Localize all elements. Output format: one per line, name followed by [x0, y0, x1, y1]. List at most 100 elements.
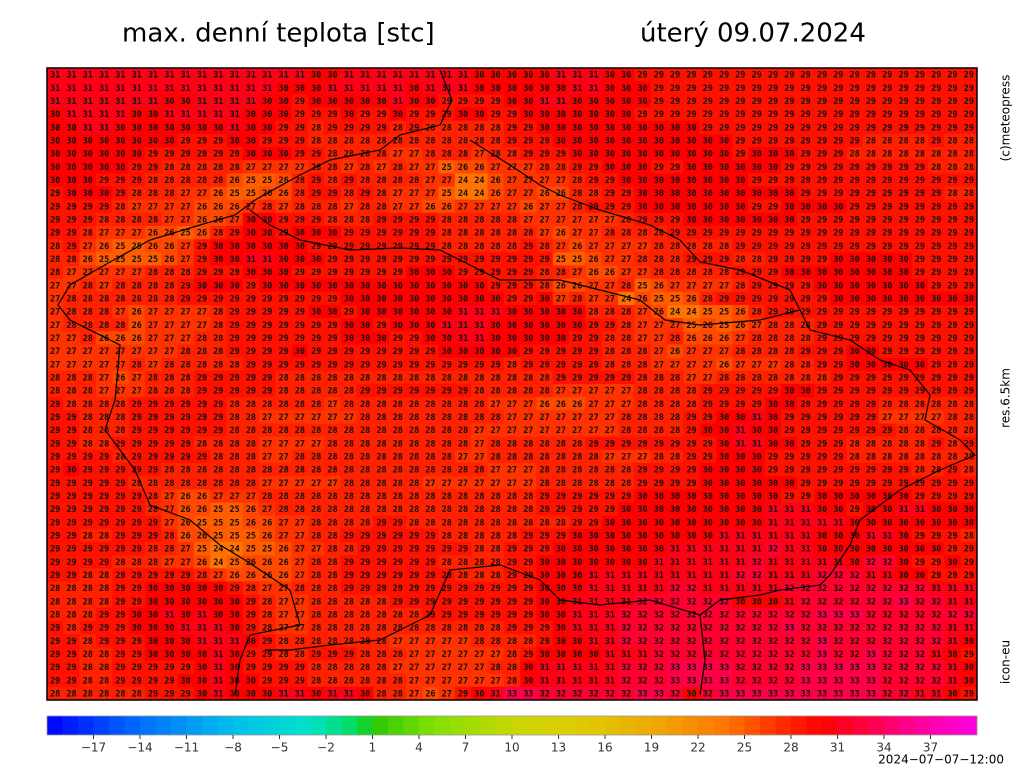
- cell-value: 30: [540, 308, 550, 318]
- cell-value: 31: [703, 558, 713, 568]
- cell-value: 25: [132, 255, 142, 265]
- cell-value: 29: [425, 255, 435, 265]
- cell-value: 29: [686, 413, 696, 423]
- cell: [324, 186, 341, 200]
- cell-value: 29: [344, 558, 354, 568]
- cell-value: 31: [605, 584, 615, 594]
- cell-value: 30: [66, 163, 76, 173]
- cell: [454, 81, 472, 95]
- cell-value: 28: [572, 452, 582, 462]
- cell-value: 29: [148, 439, 158, 449]
- cell-value: 29: [507, 558, 517, 568]
- cell-value: 29: [572, 334, 582, 344]
- cell: [95, 81, 113, 95]
- cell-value: 32: [752, 624, 762, 634]
- cell-value: 29: [50, 215, 60, 225]
- cell-value: 28: [964, 150, 974, 160]
- cell-value: 32: [801, 597, 811, 607]
- cell-value: 31: [817, 558, 827, 568]
- cell-value: 30: [850, 255, 860, 265]
- cell-value: 28: [947, 400, 957, 410]
- cell-value: 29: [458, 610, 468, 620]
- cell-value: 29: [801, 452, 811, 462]
- cell-value: 30: [311, 97, 321, 107]
- cell-value: 29: [83, 518, 93, 528]
- cell: [275, 120, 293, 135]
- cell-value: 29: [99, 637, 109, 647]
- cell-value: 28: [181, 163, 191, 173]
- cell: [601, 120, 619, 135]
- cell-value: 29: [686, 426, 696, 436]
- cell-value: 29: [491, 110, 501, 120]
- cell-value: 30: [556, 610, 566, 620]
- cell-value: 29: [931, 255, 941, 265]
- cell-value: 28: [621, 426, 631, 436]
- cell-value: 30: [735, 505, 745, 515]
- cell-value: 27: [164, 347, 174, 357]
- cell: [944, 81, 961, 95]
- cell-value: 31: [246, 97, 256, 107]
- cell-value: 28: [409, 505, 419, 515]
- cell-value: 30: [637, 150, 647, 160]
- cell-value: 27: [393, 150, 403, 160]
- cell-value: 28: [148, 479, 158, 489]
- cell-value: 28: [393, 413, 403, 423]
- cell-value: 27: [278, 531, 288, 541]
- cell-value: 28: [931, 163, 941, 173]
- cell-value: 30: [637, 97, 647, 107]
- cell-value: 29: [572, 492, 582, 502]
- cell-value: 28: [115, 281, 125, 291]
- cell-value: 29: [866, 479, 876, 489]
- cell-value: 29: [295, 97, 305, 107]
- cell-value: 28: [295, 466, 305, 476]
- cell: [846, 160, 864, 174]
- cell-value: 28: [148, 189, 158, 199]
- cell: [144, 81, 162, 95]
- cell: [308, 147, 325, 161]
- cell-value: 28: [442, 426, 452, 436]
- cell-value: 28: [491, 242, 501, 252]
- cell-value: 31: [670, 545, 680, 555]
- cell-value: 28: [801, 360, 811, 370]
- cell-value: 30: [784, 268, 794, 278]
- cell-value: 29: [719, 97, 729, 107]
- cell-value: 28: [360, 479, 370, 489]
- value-grid: 31 31 31 31 31 31 31 31 31 31 31 31 31 31 31 31 30 30 31 31…: [47, 68, 978, 701]
- cell-value: 30: [572, 308, 582, 318]
- cell-value: 28: [442, 439, 452, 449]
- cell-value: 27: [181, 242, 191, 252]
- cell-value: 28: [164, 281, 174, 291]
- cell-value: 30: [132, 136, 142, 146]
- cell-value: 28: [931, 426, 941, 436]
- cell: [161, 160, 178, 174]
- cell-value: 29: [850, 110, 860, 120]
- cell-value: 27: [540, 229, 550, 239]
- cell: [699, 68, 717, 82]
- cell: [618, 94, 635, 108]
- cell-value: 28: [735, 281, 745, 291]
- cell-value: 29: [605, 321, 615, 331]
- cell-value: 29: [523, 597, 533, 607]
- cell-value: 29: [132, 597, 142, 607]
- cell-value: 28: [425, 136, 435, 146]
- cell: [503, 68, 521, 82]
- cell-value: 28: [491, 505, 501, 515]
- cell-value: 31: [344, 84, 354, 94]
- cell-value: 28: [197, 571, 207, 581]
- cell-value: 29: [670, 479, 680, 489]
- cell-value: 28: [670, 268, 680, 278]
- cell-value: 29: [262, 334, 272, 344]
- cell-value: 28: [621, 281, 631, 291]
- cell-value: 29: [801, 97, 811, 107]
- cell-value: 30: [50, 136, 60, 146]
- cell-value: 30: [213, 242, 223, 252]
- cell-value: 29: [817, 347, 827, 357]
- cell-value: 28: [442, 452, 452, 462]
- cell-value: 30: [197, 281, 207, 291]
- cell-value: 30: [540, 584, 550, 594]
- cell-value: 26: [572, 242, 582, 252]
- cell-value: 29: [915, 308, 925, 318]
- cell-value: 28: [230, 452, 240, 462]
- cell-value: 29: [915, 163, 925, 173]
- cell-value: 27: [164, 492, 174, 502]
